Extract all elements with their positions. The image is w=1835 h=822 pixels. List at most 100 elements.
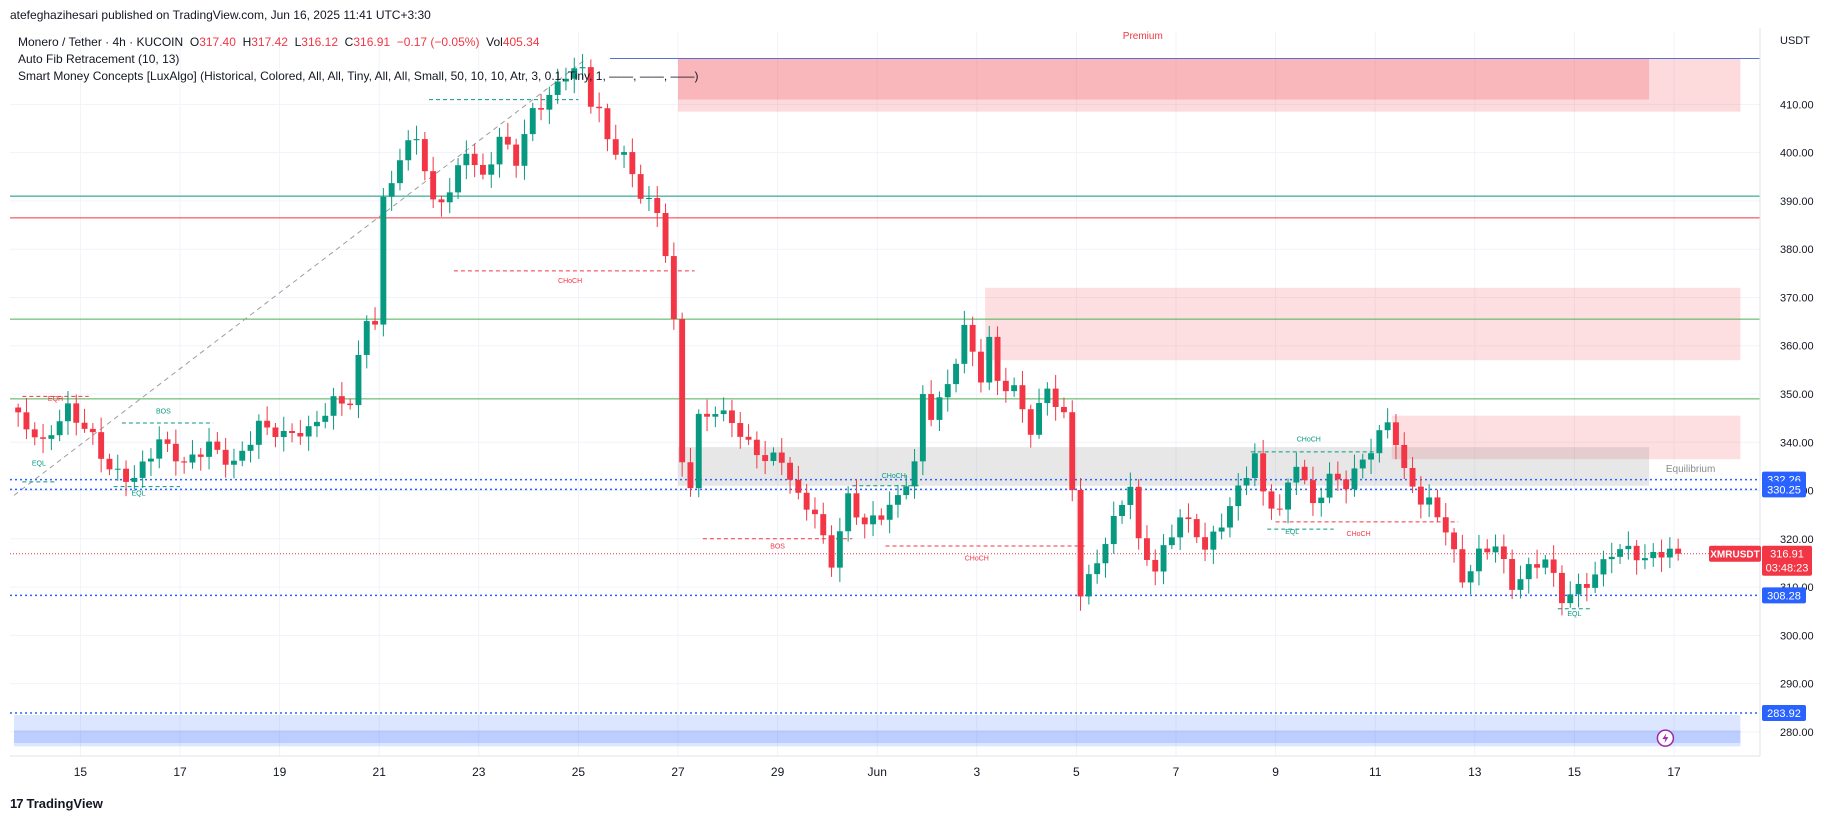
price-tick-label: 290.00 <box>1780 679 1814 691</box>
candle-body <box>314 421 320 427</box>
candle-body <box>355 354 362 406</box>
candle-body <box>1193 519 1200 538</box>
chart-legend: Monero / Tether · 4h · KUCOIN O317.40 H3… <box>18 34 698 85</box>
candle-body <box>853 493 860 518</box>
candle-body <box>1077 489 1084 597</box>
candle-body <box>944 384 951 398</box>
candle-body <box>1434 497 1441 518</box>
structure-layer <box>22 99 1591 610</box>
price-chart[interactable]: Premium Equilibrium EQH EQL BOS EQL CHoCH CHoCH… <box>10 28 1835 792</box>
candle-body <box>521 134 528 166</box>
structure-label: EQL <box>1567 611 1581 618</box>
candle-body <box>1534 564 1540 568</box>
candle-body <box>812 509 818 515</box>
indicator-fib[interactable]: Auto Fib Retracement (10, 13) <box>18 52 180 66</box>
candle-body <box>670 256 677 320</box>
candle-body <box>81 422 88 429</box>
candle-body <box>836 531 843 568</box>
candle-body <box>778 452 785 463</box>
candle-body <box>571 68 578 79</box>
last-price-badge <box>1762 545 1812 576</box>
candle-body <box>895 495 901 505</box>
zone-box <box>678 58 1741 112</box>
candle-body <box>1102 544 1109 564</box>
candle-body <box>488 164 495 175</box>
time-tick-label: 11 <box>1369 765 1382 779</box>
symbol-title[interactable]: Monero / Tether · 4h · KUCOIN <box>18 35 184 49</box>
candle-body <box>222 449 229 465</box>
candle-body <box>1567 594 1574 604</box>
candle-body <box>1011 385 1018 392</box>
candle-body <box>1542 559 1549 568</box>
candle-body <box>1484 548 1491 553</box>
candle-body <box>446 192 453 203</box>
candle-body <box>795 479 802 493</box>
candle-body <box>1002 380 1009 392</box>
candle-body <box>637 174 644 199</box>
candle-body <box>1393 422 1399 445</box>
time-axis[interactable]: 15 17 19 21 23 25 27 29 Jun 3 5 7 9 11 13 15 17 <box>10 755 1760 779</box>
labels-layer: Premium Equilibrium EQH EQL BOS EQL CHoCH CHoCH… <box>32 31 1715 747</box>
candle-body <box>629 152 636 175</box>
open-value: 317.40 <box>199 35 236 49</box>
candle-body <box>1127 486 1134 505</box>
candle-body <box>397 160 403 184</box>
candle-body <box>1500 546 1507 560</box>
candle-body <box>1027 409 1034 435</box>
candle-body <box>148 458 154 462</box>
candle-body <box>380 196 387 325</box>
candle-body <box>338 396 345 404</box>
candle-body <box>1036 403 1042 435</box>
time-tick-label: 9 <box>1272 765 1279 779</box>
time-tick-label: Jun <box>868 765 887 779</box>
open-label: O <box>189 35 200 49</box>
candle-body <box>753 439 760 456</box>
tradingview-logo[interactable]: 17 TradingView <box>10 796 103 811</box>
candle-body <box>1218 527 1225 532</box>
time-tick-label: 13 <box>1468 765 1482 779</box>
candle-body <box>911 461 918 487</box>
price-tick-label: 280.00 <box>1780 727 1814 739</box>
candle-body <box>695 413 702 489</box>
levels-layer <box>10 478 1760 714</box>
currency-label[interactable]: USDT <box>1780 35 1810 47</box>
candle-body <box>1160 545 1167 572</box>
candle-body <box>264 420 271 428</box>
candle-body <box>322 415 329 422</box>
price-tick-label: 390.00 <box>1780 196 1814 208</box>
candle-body <box>903 486 910 496</box>
indicator-smc[interactable]: Smart Money Concepts [LuxAlgo] (Historic… <box>18 69 699 83</box>
candle-body <box>1301 466 1308 481</box>
structure-label: EQL <box>131 490 145 497</box>
candle-body <box>1210 531 1217 550</box>
candle-body <box>413 139 420 141</box>
candle-body <box>538 108 544 110</box>
candle-body <box>1202 537 1208 550</box>
price-axis[interactable]: USDT 280.00290.00300.00310.00320.00330.0… <box>1759 28 1814 756</box>
candle-body <box>563 78 569 82</box>
price-tick-label: 320.00 <box>1780 534 1814 546</box>
candle-body <box>438 199 445 203</box>
candle-body <box>646 198 652 200</box>
candle-body <box>214 441 221 450</box>
candle-body <box>463 153 470 166</box>
candle-body <box>870 515 876 525</box>
candle-body <box>1359 459 1366 469</box>
candle-body <box>1642 558 1648 561</box>
candle-body <box>272 427 279 438</box>
candle-body <box>1467 571 1474 583</box>
candle-body <box>1069 412 1076 490</box>
candle-body <box>513 144 520 166</box>
candle-body <box>98 432 105 459</box>
candle-body <box>297 432 304 437</box>
candle-body <box>480 164 486 175</box>
candle-body <box>1509 559 1516 590</box>
candle-body <box>1251 453 1258 478</box>
candle-body <box>1417 486 1424 505</box>
candle-body <box>861 517 868 525</box>
candle-body <box>1119 504 1125 517</box>
structure-label: BOS <box>770 543 785 550</box>
candle-body <box>206 441 212 457</box>
candle-body <box>986 336 993 383</box>
candle-body <box>1476 548 1482 572</box>
